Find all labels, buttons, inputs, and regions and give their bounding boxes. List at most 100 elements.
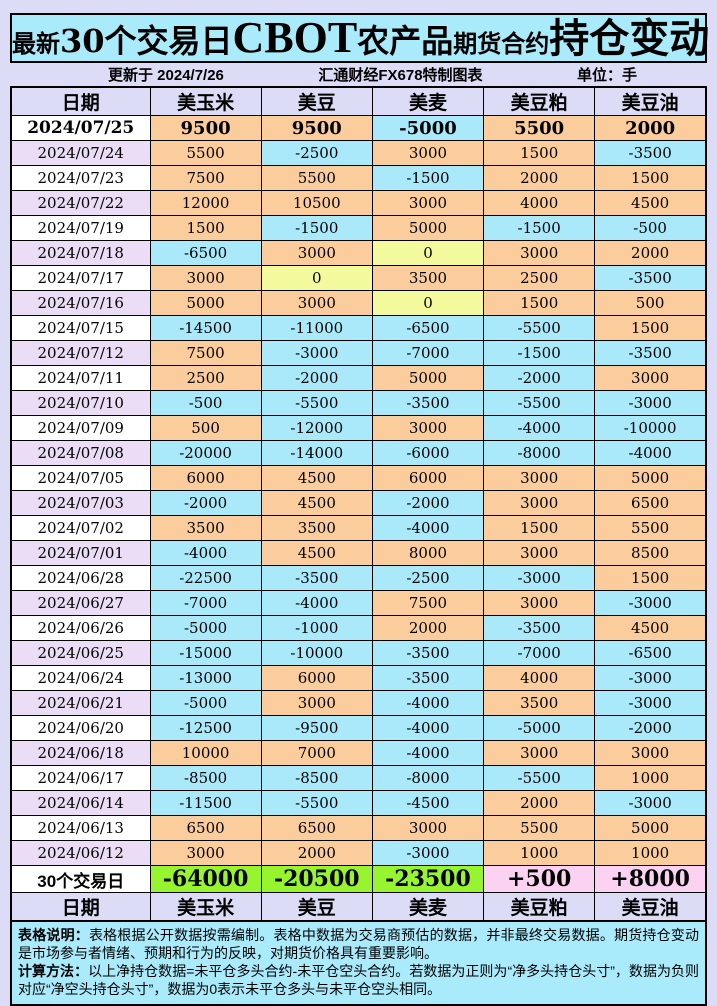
value-cell: 5000	[371, 215, 485, 241]
value-cell: 5000	[594, 815, 707, 841]
date-cell: 2024/06/17	[10, 765, 151, 791]
value-cell: 8000	[371, 540, 485, 566]
value-cell: -5500	[483, 765, 596, 791]
value-cell: -8000	[483, 440, 596, 466]
value-cell: -10000	[594, 415, 707, 441]
summary-row: 30个交易日 -64000 -20500 -23500 +500 +8000	[10, 865, 707, 893]
notes-line1-text: 表格根据公开数据按需编制。表格中数据为交易商预估的数据，并非最终交易数据。期货持…	[18, 927, 700, 961]
value-cell: 500	[149, 415, 262, 441]
column-header-0: 日期	[10, 86, 151, 116]
column-header-0: 日期	[10, 892, 151, 922]
value-cell: -14500	[149, 315, 262, 341]
table-row: 2024/07/17 3000 0 3500 2500 -3500	[10, 265, 707, 291]
value-cell: 3000	[371, 190, 485, 216]
value-cell: -14000	[260, 440, 373, 466]
value-cell: -2500	[371, 565, 485, 591]
date-cell: 2024/07/05	[10, 465, 151, 491]
table-row: 2024/06/21 -5000 3000 -4000 3500 -3000	[10, 690, 707, 716]
value-cell: 3000	[260, 240, 373, 266]
value-cell: -11000	[260, 315, 373, 341]
value-cell: 1500	[483, 140, 596, 166]
table-row: 2024/07/01 -4000 4500 8000 3000 8500	[10, 540, 707, 566]
value-cell: -6000	[371, 440, 485, 466]
notes-line2-label: 计算方法：	[18, 963, 89, 979]
date-cell: 2024/06/28	[10, 565, 151, 591]
table-row: 2024/06/28 -22500 -3500 -2500 -3000 1500	[10, 565, 707, 591]
date-cell: 2024/06/27	[10, 590, 151, 616]
value-cell: -3500	[594, 265, 707, 291]
value-cell: -2000	[594, 715, 707, 741]
value-cell: 1500	[594, 165, 707, 191]
date-cell: 2024/06/14	[10, 790, 151, 816]
value-cell: 5500	[483, 815, 596, 841]
value-cell: -15000	[149, 640, 262, 666]
value-cell: 2000	[371, 615, 485, 641]
date-cell: 2024/07/02	[10, 515, 151, 541]
date-cell: 2024/07/23	[10, 165, 151, 191]
table-row: 2024/06/20 -12500 -9500 -4000 -5000 -2000	[10, 715, 707, 741]
value-cell: 6500	[260, 815, 373, 841]
value-cell: -4000	[371, 740, 485, 766]
value-cell: -13000	[149, 665, 262, 691]
value-cell: -6500	[149, 240, 262, 266]
value-cell: 5500	[483, 115, 596, 141]
value-cell: 6000	[149, 465, 262, 491]
column-header-1: 美玉米	[149, 892, 262, 922]
table-row: 2024/06/14 -11500 -5500 -4500 2000 -3000	[10, 790, 707, 816]
table-row: 2024/07/10 -500 -5500 -3500 -5500 -3000	[10, 390, 707, 416]
table-row: 2024/06/26 -5000 -1000 2000 -3500 4500	[10, 615, 707, 641]
header-row: 日期 美玉米 美豆 美麦 美豆粕 美豆油	[10, 86, 707, 116]
column-header-1: 美玉米	[149, 86, 262, 116]
value-cell: -3000	[594, 390, 707, 416]
value-cell: 5000	[594, 465, 707, 491]
value-cell: -3000	[483, 565, 596, 591]
value-cell: -3500	[483, 615, 596, 641]
value-cell: -8500	[149, 765, 262, 791]
value-cell: -3000	[594, 665, 707, 691]
value-cell: -3000	[371, 840, 485, 866]
table-row: 2024/06/25 -15000 -10000 -3500 -7000 -6500	[10, 640, 707, 666]
value-cell: 3000	[483, 240, 596, 266]
value-cell: 12000	[149, 190, 262, 216]
date-cell: 2024/07/25	[10, 115, 151, 141]
value-cell: -5000	[483, 715, 596, 741]
summary-value-cell: -23500	[371, 865, 485, 893]
column-header-5: 美豆油	[594, 892, 707, 922]
summary-label-cell: 30个交易日	[10, 865, 151, 893]
value-cell: -8000	[371, 765, 485, 791]
notes-line-1: 表格说明：表格根据公开数据按需编制。表格中数据为交易商预估的数据，并非最终交易数…	[18, 926, 699, 962]
value-cell: 3000	[149, 840, 262, 866]
column-header-3: 美麦	[371, 86, 485, 116]
table-body: 2024/07/25 9500 9500 -5000 5500 2000 2024/07/2…	[10, 115, 707, 866]
column-header-5: 美豆油	[594, 86, 707, 116]
value-cell: 3000	[483, 590, 596, 616]
date-cell: 2024/07/15	[10, 315, 151, 341]
value-cell: 3000	[149, 265, 262, 291]
summary-value-cell: +500	[483, 865, 596, 893]
date-cell: 2024/07/10	[10, 390, 151, 416]
value-cell: 4000	[483, 190, 596, 216]
table-row: 2024/06/18 10000 7000 -4000 3000 3000	[10, 740, 707, 766]
value-cell: 4500	[260, 465, 373, 491]
footer-header-row: 日期 美玉米 美豆 美麦 美豆粕 美豆油	[10, 892, 707, 922]
value-cell: -4000	[371, 690, 485, 716]
value-cell: -4000	[371, 715, 485, 741]
value-cell: 4500	[260, 540, 373, 566]
table-row: 2024/07/23 7500 5500 -1500 2000 1500	[10, 165, 707, 191]
value-cell: 5500	[149, 140, 262, 166]
value-cell: -4500	[371, 790, 485, 816]
value-cell: -3500	[594, 140, 707, 166]
table-row: 2024/07/08 -20000 -14000 -6000 -8000 -4000	[10, 440, 707, 466]
value-cell: 3000	[483, 490, 596, 516]
value-cell: -8500	[260, 765, 373, 791]
date-cell: 2024/07/24	[10, 140, 151, 166]
value-cell: 3000	[483, 740, 596, 766]
table-row: 2024/07/03 -2000 4500 -2000 3000 6500	[10, 490, 707, 516]
date-cell: 2024/07/18	[10, 240, 151, 266]
title-part-5: 期货合约	[453, 29, 550, 58]
column-header-4: 美豆粕	[483, 86, 596, 116]
value-cell: 0	[371, 290, 485, 316]
value-cell: 6000	[371, 465, 485, 491]
value-cell: -5500	[483, 390, 596, 416]
